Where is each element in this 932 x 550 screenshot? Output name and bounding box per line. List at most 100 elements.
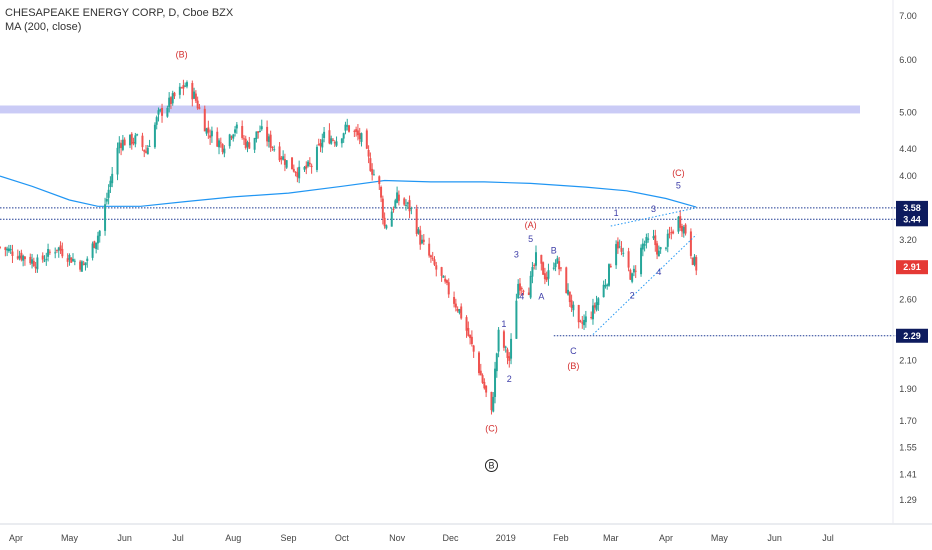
candle-body bbox=[321, 139, 324, 148]
candle-body bbox=[41, 255, 44, 260]
candle-body bbox=[282, 156, 285, 160]
candle-body bbox=[483, 381, 486, 389]
wave-label: (C) bbox=[485, 423, 498, 433]
candle-body bbox=[682, 226, 685, 234]
candle-body bbox=[396, 192, 399, 203]
y-tick-label: 4.40 bbox=[899, 144, 917, 154]
candle-body bbox=[581, 322, 584, 324]
wave-label: 5 bbox=[528, 234, 533, 244]
candle-body bbox=[198, 107, 201, 109]
wave-label-circle bbox=[484, 459, 498, 473]
candle-body bbox=[440, 267, 443, 276]
candle-body bbox=[166, 107, 169, 117]
candle-body bbox=[620, 248, 623, 252]
candle-body bbox=[681, 225, 684, 232]
candle-body bbox=[55, 249, 58, 251]
candle-body bbox=[522, 290, 525, 292]
candle-body bbox=[689, 231, 692, 256]
candle-body bbox=[369, 158, 372, 171]
x-tick-label: 2019 bbox=[496, 533, 516, 543]
x-tick-label: Aug bbox=[225, 533, 241, 543]
candle-body bbox=[527, 292, 530, 295]
candle-body bbox=[607, 264, 610, 286]
candle-body bbox=[9, 248, 12, 251]
candle-body bbox=[93, 241, 96, 248]
wave-label: C bbox=[570, 346, 577, 356]
candle-body bbox=[298, 166, 301, 179]
candle-body bbox=[495, 353, 498, 372]
candle-body bbox=[435, 265, 438, 270]
wave-label: (C) bbox=[672, 168, 685, 178]
candle-body bbox=[481, 375, 484, 383]
candle-body bbox=[397, 194, 400, 201]
candle-body bbox=[82, 263, 85, 265]
candle-body bbox=[677, 216, 680, 232]
candle-body bbox=[540, 254, 543, 264]
candle-body bbox=[104, 204, 107, 231]
candle-body bbox=[34, 266, 37, 269]
candle-body bbox=[415, 208, 418, 234]
wave-label: 2 bbox=[630, 290, 635, 300]
candle-body bbox=[465, 317, 468, 331]
candle-body bbox=[331, 139, 334, 141]
candle-body bbox=[16, 256, 19, 259]
candle-body bbox=[109, 180, 112, 187]
candle-body bbox=[447, 282, 450, 295]
price-tag bbox=[896, 328, 928, 343]
candle-body bbox=[305, 165, 308, 169]
candle-body bbox=[11, 251, 14, 256]
candle-body bbox=[515, 300, 518, 339]
candle-body bbox=[23, 256, 26, 260]
candle-body bbox=[323, 131, 326, 138]
candle-body bbox=[469, 334, 472, 339]
candle-body bbox=[218, 140, 221, 148]
candle-body bbox=[385, 225, 388, 229]
candle-body bbox=[72, 259, 75, 261]
candle-body bbox=[294, 171, 297, 173]
candle-body bbox=[456, 308, 459, 311]
y-tick-label: 2.60 bbox=[899, 294, 917, 304]
candle-body bbox=[307, 161, 310, 167]
candle-body bbox=[520, 288, 523, 290]
y-tick-label: 3.20 bbox=[899, 235, 917, 245]
candle-body bbox=[91, 243, 94, 258]
candle-body bbox=[353, 130, 356, 132]
candle-body bbox=[161, 107, 164, 116]
candle-body bbox=[328, 130, 331, 144]
candle-body bbox=[609, 265, 612, 268]
x-tick-label: Feb bbox=[553, 533, 569, 543]
candle-body bbox=[185, 82, 188, 87]
candle-body bbox=[29, 256, 32, 264]
candle-body bbox=[180, 87, 183, 89]
y-tick-label: 1.29 bbox=[899, 495, 917, 505]
candle-body bbox=[280, 157, 283, 160]
candle-body bbox=[433, 259, 436, 265]
candle-body bbox=[141, 135, 144, 148]
y-tick-label: 1.70 bbox=[899, 416, 917, 426]
x-tick-label: Jul bbox=[822, 533, 834, 543]
candle-body bbox=[255, 131, 258, 139]
wave-label: 1 bbox=[614, 208, 619, 218]
candle-body bbox=[148, 145, 151, 147]
wave-label: B bbox=[488, 461, 494, 471]
candle-body bbox=[631, 273, 634, 282]
indicator-legend[interactable]: MA (200, close) bbox=[5, 21, 82, 33]
candle-body bbox=[629, 269, 632, 280]
candle-body bbox=[645, 237, 648, 244]
candle-body bbox=[145, 151, 148, 153]
candle-body bbox=[228, 134, 231, 147]
ma200-line bbox=[0, 175, 697, 208]
candle-body bbox=[442, 276, 445, 278]
candle-body bbox=[219, 142, 222, 144]
candle-body bbox=[344, 124, 347, 131]
candle-body bbox=[32, 260, 35, 267]
x-tick-label: Jul bbox=[172, 533, 184, 543]
candle-body bbox=[383, 217, 386, 227]
candle-body bbox=[182, 85, 185, 89]
candle-body bbox=[533, 265, 536, 267]
candle-body bbox=[421, 239, 424, 244]
candle-body bbox=[269, 134, 272, 148]
candle-body bbox=[178, 86, 181, 95]
candle-body bbox=[248, 142, 251, 149]
